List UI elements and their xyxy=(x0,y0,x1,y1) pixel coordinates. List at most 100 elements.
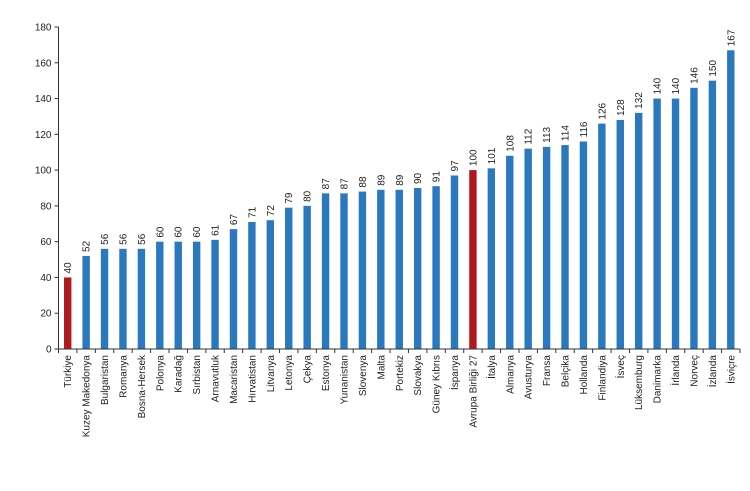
bar-i̇rlanda xyxy=(671,98,680,349)
data-label: 56 xyxy=(100,233,111,245)
bar-yunanistan xyxy=(340,193,348,349)
bar-avrupa-birliği-27 xyxy=(469,170,477,349)
data-label: 116 xyxy=(579,121,590,137)
bar-portekiz xyxy=(395,189,403,349)
x-tick-label: İtalya xyxy=(485,355,498,379)
data-label: 114 xyxy=(561,125,572,141)
x-tick-label: Norveç xyxy=(689,355,700,387)
x-tick-label: Sırbistan xyxy=(192,355,203,394)
x-tick-label: Danimarka xyxy=(653,355,664,404)
y-tick-label: 20 xyxy=(40,309,52,320)
bar-lüksemburg xyxy=(634,112,643,349)
data-label: 60 xyxy=(192,226,203,238)
y-tick-label: 60 xyxy=(40,237,52,248)
y-axis: 0 20 40 60 80 100 120 140 160 180 xyxy=(35,23,59,356)
bar-romanya xyxy=(119,248,127,349)
x-tick-label: Bosna-Hersek xyxy=(137,354,148,418)
x-tick-label: İsveç xyxy=(614,355,627,378)
data-label: 40 xyxy=(63,262,74,274)
bar-polonya xyxy=(156,241,164,349)
x-tick-label: Belçika xyxy=(561,355,572,388)
data-label: 88 xyxy=(358,176,369,188)
x-tick-label: Letonya xyxy=(284,355,295,391)
bar-almanya xyxy=(506,155,514,349)
data-label: 87 xyxy=(339,178,350,190)
data-label: 132 xyxy=(634,92,645,109)
x-axis: Türkiye Kuzey Makedonya Bulgaristan Romanya… xyxy=(58,348,741,437)
bar-kuzey-makedonya xyxy=(82,255,90,349)
data-label: 146 xyxy=(689,67,700,84)
x-tick-label: Portekiz xyxy=(395,355,406,391)
bar-i̇zlanda xyxy=(708,80,717,350)
x-tick-label: İsviçre xyxy=(724,355,737,384)
data-label: 100 xyxy=(468,149,479,166)
x-tick-label: Macaristan xyxy=(229,355,240,404)
data-label: 112 xyxy=(524,128,535,144)
x-tick-label: Fransa xyxy=(542,355,553,387)
x-tick-label: İrlanda xyxy=(669,355,682,386)
bar-norveç xyxy=(690,87,698,350)
y-tick-label: 100 xyxy=(35,166,52,177)
x-tick-label: İzlanda xyxy=(706,355,719,388)
data-label: 72 xyxy=(266,205,277,217)
x-tick-label: Malta xyxy=(376,355,387,380)
x-tick-label: Türkiye xyxy=(63,355,74,388)
x-tick-label: Avrupa Birliği 27 xyxy=(468,355,479,428)
x-tick-label: Avusturya xyxy=(524,355,535,400)
x-tick-label: Çekya xyxy=(303,355,314,384)
data-label: 108 xyxy=(505,135,516,152)
x-tick-label: Polonya xyxy=(155,355,166,392)
data-label: 71 xyxy=(247,206,258,218)
bar-i̇sviçre xyxy=(727,50,735,349)
data-label: 91 xyxy=(432,171,443,183)
x-tick-label: İspanya xyxy=(448,355,461,390)
bar-bosna-hersek xyxy=(137,248,146,349)
data-label: 52 xyxy=(82,240,93,252)
bar-finlandiya xyxy=(598,123,606,349)
y-tick-label: 80 xyxy=(40,201,52,212)
data-label: 89 xyxy=(395,174,406,186)
x-tick-label: Litvanya xyxy=(266,355,277,393)
y-tick-label: 40 xyxy=(40,273,52,284)
bar-hollanda xyxy=(579,141,588,349)
data-label: 79 xyxy=(284,192,295,204)
data-label: 97 xyxy=(450,160,461,172)
data-label: 113 xyxy=(542,126,553,142)
bar-slovenya xyxy=(358,191,367,349)
bar-arnavutluk xyxy=(211,239,219,349)
x-tick-label: Bulgaristan xyxy=(100,355,111,405)
bar-slovakya xyxy=(413,188,422,349)
bar-belçika xyxy=(561,145,569,349)
bar-avusturya xyxy=(524,148,532,349)
bar-türkiye xyxy=(64,277,72,349)
data-label: 56 xyxy=(118,233,129,245)
x-tick-label: Yunanistan xyxy=(339,355,350,405)
x-tick-label: Hırvatistan xyxy=(247,355,258,403)
x-tick-label: Slovakya xyxy=(413,355,424,396)
data-label: 80 xyxy=(303,190,314,202)
bar-i̇sveç xyxy=(616,120,624,350)
data-label: 140 xyxy=(671,77,682,94)
data-label: 126 xyxy=(597,102,608,119)
x-tick-label: Almanya xyxy=(505,355,516,394)
x-tick-label: Romanya xyxy=(118,355,129,398)
bar-i̇talya xyxy=(487,168,496,349)
x-tick-label: Finlandiya xyxy=(597,355,608,401)
data-label: 60 xyxy=(174,226,185,238)
bar-sırbistan xyxy=(192,241,201,349)
bar-karadağ xyxy=(174,241,182,349)
bars: 40 52 56 56 56 60 60 60 61 67 71 72 79 80 87 87 88 89 89 90… xyxy=(63,29,737,350)
bar-çekya xyxy=(303,205,311,349)
bar-malta xyxy=(377,189,385,349)
bar-letonya xyxy=(285,207,293,349)
bar-hırvatistan xyxy=(248,221,256,349)
bar-litvanya xyxy=(266,220,275,349)
data-label: 167 xyxy=(726,29,737,46)
data-label: 90 xyxy=(413,172,424,184)
x-tick-label: Hollanda xyxy=(579,355,590,395)
data-label: 61 xyxy=(211,224,222,236)
bar-bulgaristan xyxy=(100,248,109,349)
x-tick-label: Estonya xyxy=(321,355,332,392)
y-tick-label: 120 xyxy=(35,130,52,141)
